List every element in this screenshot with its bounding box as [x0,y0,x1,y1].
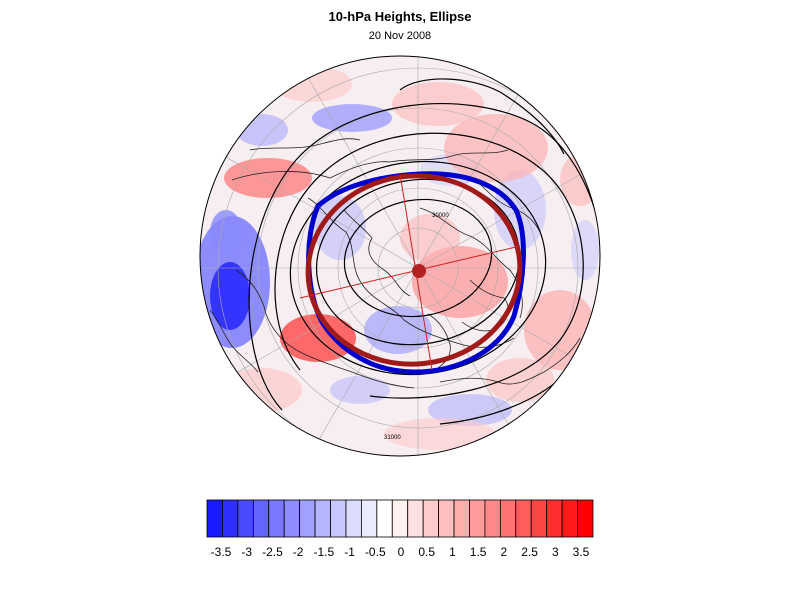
colorbar-tick-label: 1 [449,545,456,559]
contour-label: 31000 [384,435,401,441]
colorbar-swatch [376,499,393,538]
globe-outline [199,55,601,457]
colorbar-swatch [484,499,501,538]
colorbar-swatch [546,499,563,538]
colorbar-swatch [499,499,517,538]
colorbar-swatch [283,499,301,538]
colorbar-tick-label: 1.5 [470,545,487,559]
colorbar-tick-label: -3 [241,545,252,559]
colorbar-tick-label: -1 [344,545,355,559]
colorbar-swatch [391,499,409,538]
colorbar-swatch [515,499,532,538]
ellipse-center-marker [412,264,426,278]
colorbar-tick-label: 0 [398,545,405,559]
colorbar-swatch [561,499,578,538]
colorbar-swatch [330,499,347,538]
colorbar-swatch [407,499,424,538]
map-date: 20 Nov 2008 [368,30,432,42]
colorbar-tick-label: 2.5 [521,545,538,559]
colorbar-tick-label: 2 [501,545,508,559]
colorbar-tick-label: -0.5 [365,545,386,559]
colorbar-swatch [422,499,440,538]
colorbar-swatch [206,499,223,538]
colorbar-tick-label: 0.5 [418,545,435,559]
map-title: 10-hPa Heights, Ellipse [328,9,472,24]
colorbar-swatch [345,499,362,538]
colorbar-swatch [252,499,270,538]
colorbar-swatch [314,499,331,538]
colorbar-swatch [268,499,285,538]
colorbar-tick-label: 3.5 [573,545,590,559]
contour-label: 30000 [432,213,449,219]
colorbar-swatch [237,499,254,538]
colorbar-swatch [438,499,455,538]
colorbar-tick-label: -3.5 [211,545,232,559]
colorbar-tick-label: -2 [293,545,304,559]
colorbar-swatch [577,499,594,538]
colorbar-swatch [222,499,239,538]
colorbar-tick-label: -2.5 [262,545,283,559]
vortex-ellipse [305,173,523,367]
colorbar-swatch [360,499,378,538]
colorbar-swatch [453,499,470,538]
colorbar-tick-label: -1.5 [314,545,335,559]
colorbar-swatch [299,499,316,538]
colorbar-swatch [530,499,548,538]
polar-map: 30000 31000 [199,55,601,457]
colorbar-tick-label: 3 [552,545,559,559]
colorbar-swatch [469,499,486,538]
